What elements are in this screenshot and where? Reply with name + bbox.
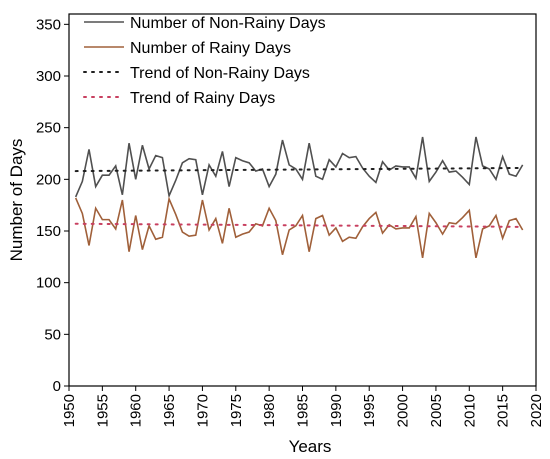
x-axis-label: Years [289,437,332,456]
x-tick-label: 2020 [528,394,545,427]
y-tick-label: 0 [53,378,61,395]
series-line [74,222,524,228]
series-line [74,166,524,173]
x-tick-label: 1990 [328,394,345,427]
x-tick-label: 1950 [61,394,78,427]
y-tick-label: 250 [36,120,61,137]
x-tick-label: 2000 [395,394,412,427]
y-tick-label: 100 [36,275,61,292]
x-tick-label: 2005 [428,394,445,427]
legend-label: Number of Rainy Days [130,40,291,57]
y-axis-label: Number of Days [7,139,26,262]
y-tick-label: 150 [36,223,61,240]
y-tick-label: 350 [36,16,61,33]
x-tick-label: 1965 [161,394,178,427]
legend-label: Number of Non-Rainy Days [130,15,326,32]
x-tick-label: 2010 [461,394,478,427]
legend-label: Trend of Rainy Days [130,90,275,107]
x-tick-label: 1955 [94,394,111,427]
y-tick-label: 300 [36,68,61,85]
x-tick-label: 1985 [295,394,312,427]
legend-label: Trend of Non-Rainy Days [130,65,310,82]
x-tick-label: 1970 [194,394,211,427]
y-tick-label: 200 [36,171,61,188]
y-tick-label: 50 [44,326,61,343]
series-line [74,136,524,199]
x-tick-label: 2015 [495,394,512,427]
series-line [74,196,524,259]
x-tick-label: 1995 [361,394,378,427]
x-tick-label: 1960 [128,394,145,427]
x-tick-label: 1975 [228,394,245,427]
x-tick-label: 1980 [261,394,278,427]
